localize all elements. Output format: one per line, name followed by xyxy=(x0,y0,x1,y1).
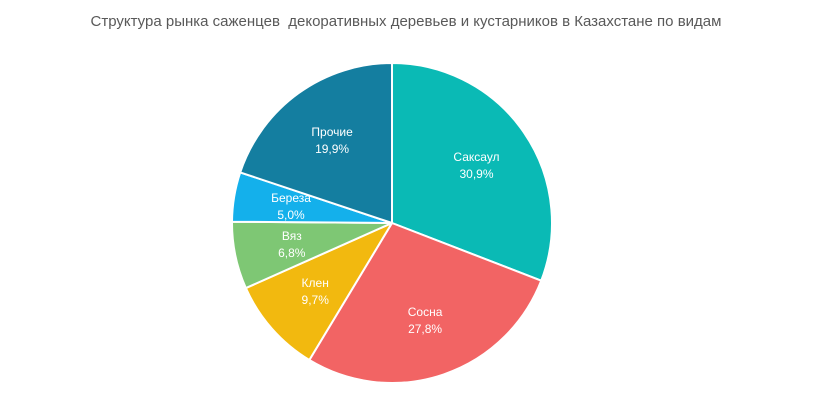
pie-slice-3 xyxy=(244,222,393,361)
slice-category-label: Клен xyxy=(302,276,329,290)
slice-value-label: 6,8% xyxy=(278,246,306,260)
slice-category-label: Саксаул xyxy=(453,150,499,164)
pie-slice-6 xyxy=(239,62,393,224)
slice-value-label: 5,0% xyxy=(277,208,305,222)
slice-value-label: 9,7% xyxy=(302,293,330,307)
slice-value-label: 27,8% xyxy=(408,322,442,336)
pie-slice-1 xyxy=(391,62,553,282)
pie-slice-2 xyxy=(308,222,543,384)
slice-category-label: Береза xyxy=(271,191,311,205)
pie-slices xyxy=(230,62,553,384)
slice-category-label: Вяз xyxy=(282,229,302,243)
slice-value-label: 19,9% xyxy=(315,142,349,156)
slice-category-label: Сосна xyxy=(408,305,443,319)
slice-value-label: 30,9% xyxy=(459,167,493,181)
chart-title: Структура рынка саженцев декоративных де… xyxy=(90,13,722,30)
slice-category-label: Прочие xyxy=(311,125,353,139)
pie-labels: Саксаул 30,9% Сосна 27,8% Клен 9,7% Вяз 6,8% Бер… xyxy=(271,125,499,336)
